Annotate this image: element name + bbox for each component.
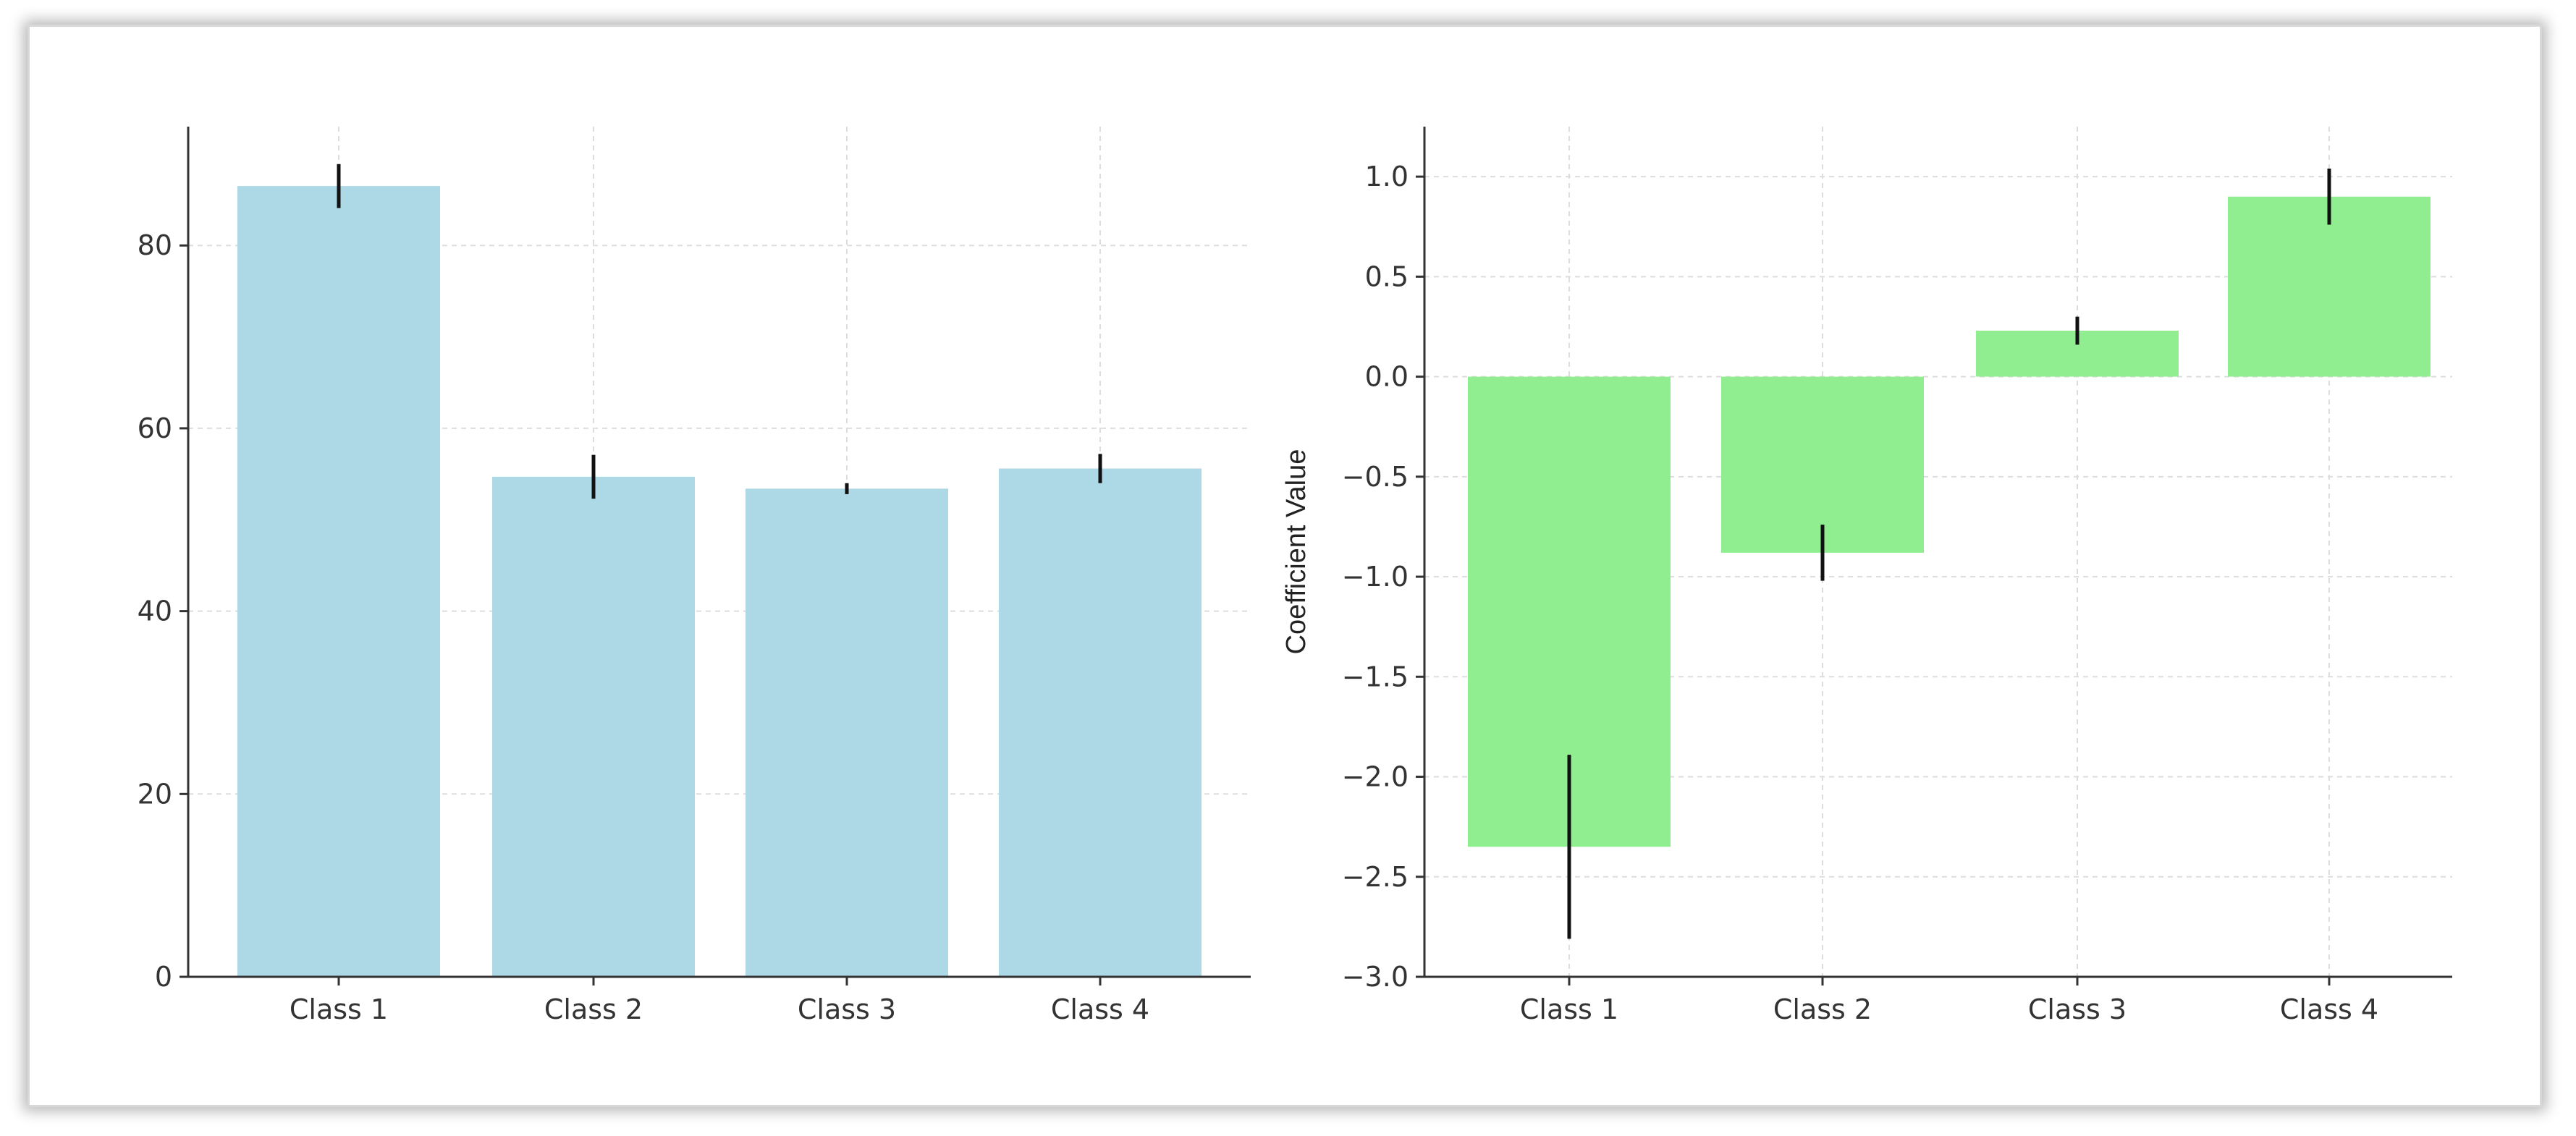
left-y-tick-label: 0 [155, 961, 172, 993]
left-chart: 0 20 40 60 80 Class 1 Class 2 Class 3 Class 4 [138, 127, 1251, 1025]
right-chart: −3.0 −2.5 −2.0 −1.5 −1.0 −0.5 0.0 0.5 1.0 Class 1… [1281, 127, 2452, 1025]
right-x-tick-label: Class 4 [2280, 993, 2378, 1025]
right-y-tick-label: −2.0 [1342, 761, 1409, 793]
right-x-tick-label: Class 1 [1520, 993, 1618, 1025]
right-bar [2228, 196, 2431, 377]
right-y-tick-label: −1.5 [1342, 661, 1409, 692]
left-x-tick-label: Class 3 [798, 993, 896, 1025]
right-y-axis-label: Coefficient Value [1281, 449, 1312, 655]
left-y-tick-label: 40 [138, 595, 172, 627]
figure-frame [28, 25, 2542, 1107]
right-y-tick-label: −1.0 [1342, 561, 1409, 593]
right-y-tick-label: −0.5 [1342, 461, 1409, 493]
left-bar [237, 186, 440, 977]
left-y-tick-label: 60 [138, 412, 172, 444]
left-x-tick-label: Class 1 [290, 993, 388, 1025]
right-bar [1721, 376, 1924, 553]
left-bar [492, 476, 695, 977]
left-y-tick-label: 20 [138, 778, 172, 810]
right-y-tick-label: 1.0 [1365, 161, 1409, 192]
right-x-tick-label: Class 2 [1773, 993, 1872, 1025]
left-y-tick-label: 80 [138, 229, 172, 261]
left-x-tick-label: Class 2 [544, 993, 643, 1025]
left-bar [999, 468, 1202, 977]
right-y-tick-label: 0.0 [1365, 361, 1409, 393]
right-y-tick-label: −3.0 [1342, 961, 1409, 993]
right-x-tick-label: Class 3 [2028, 993, 2127, 1025]
right-y-tick-label: 0.5 [1365, 260, 1409, 292]
left-x-tick-label: Class 4 [1051, 993, 1149, 1025]
right-y-tick-label: −2.5 [1342, 861, 1409, 893]
left-bar [746, 488, 948, 977]
